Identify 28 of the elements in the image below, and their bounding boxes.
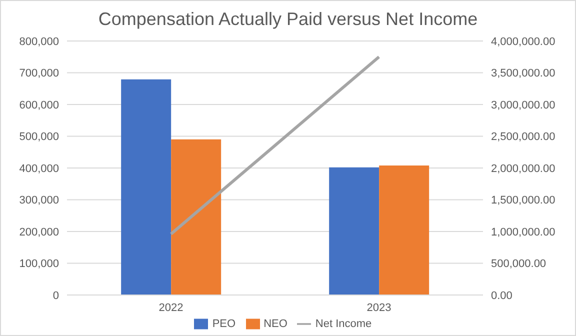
y-tick-label: 700,000 (19, 68, 59, 80)
y-tick-label: 800,000 (19, 36, 59, 48)
y-tick-label: 0 (52, 290, 59, 302)
y2-tick-label: 2,500,000.00 (491, 131, 556, 144)
chart-title: Compensation Actually Paid versus Net Income (97, 9, 479, 31)
y-tick-label: 300,000 (19, 194, 59, 207)
y2-tick-label: 500,000.00 (491, 258, 546, 270)
y-tick-label: 100,000 (19, 258, 59, 270)
bar (379, 165, 430, 295)
legend-label: NEO (264, 318, 288, 330)
y2-tick-label: 1,000,000.00 (491, 226, 556, 238)
x-tick-label: 2022 (158, 302, 184, 314)
y2-tick-label: 1,500,000.00 (491, 194, 556, 207)
bar (329, 167, 380, 295)
legend-label: PEO (212, 318, 236, 330)
y2-tick-label: 2,000,000.00 (491, 162, 556, 175)
bar (171, 139, 222, 295)
y2-tick-label: 3,000,000.00 (491, 99, 556, 112)
x-tick-label: 2023 (366, 302, 392, 314)
y-tick-label: 600,000 (19, 99, 59, 112)
bar (121, 79, 172, 295)
y-tick-label: 400,000 (19, 162, 59, 175)
legend-label: Net Income (315, 318, 372, 330)
y2-tick-label: 3,500,000.00 (491, 68, 556, 80)
y-tick-label: 500,000 (19, 131, 59, 144)
y2-tick-label: 0.00 (491, 290, 512, 302)
y2-tick-label: 4,000,000.00 (491, 36, 556, 48)
y-tick-label: 200,000 (19, 226, 59, 238)
